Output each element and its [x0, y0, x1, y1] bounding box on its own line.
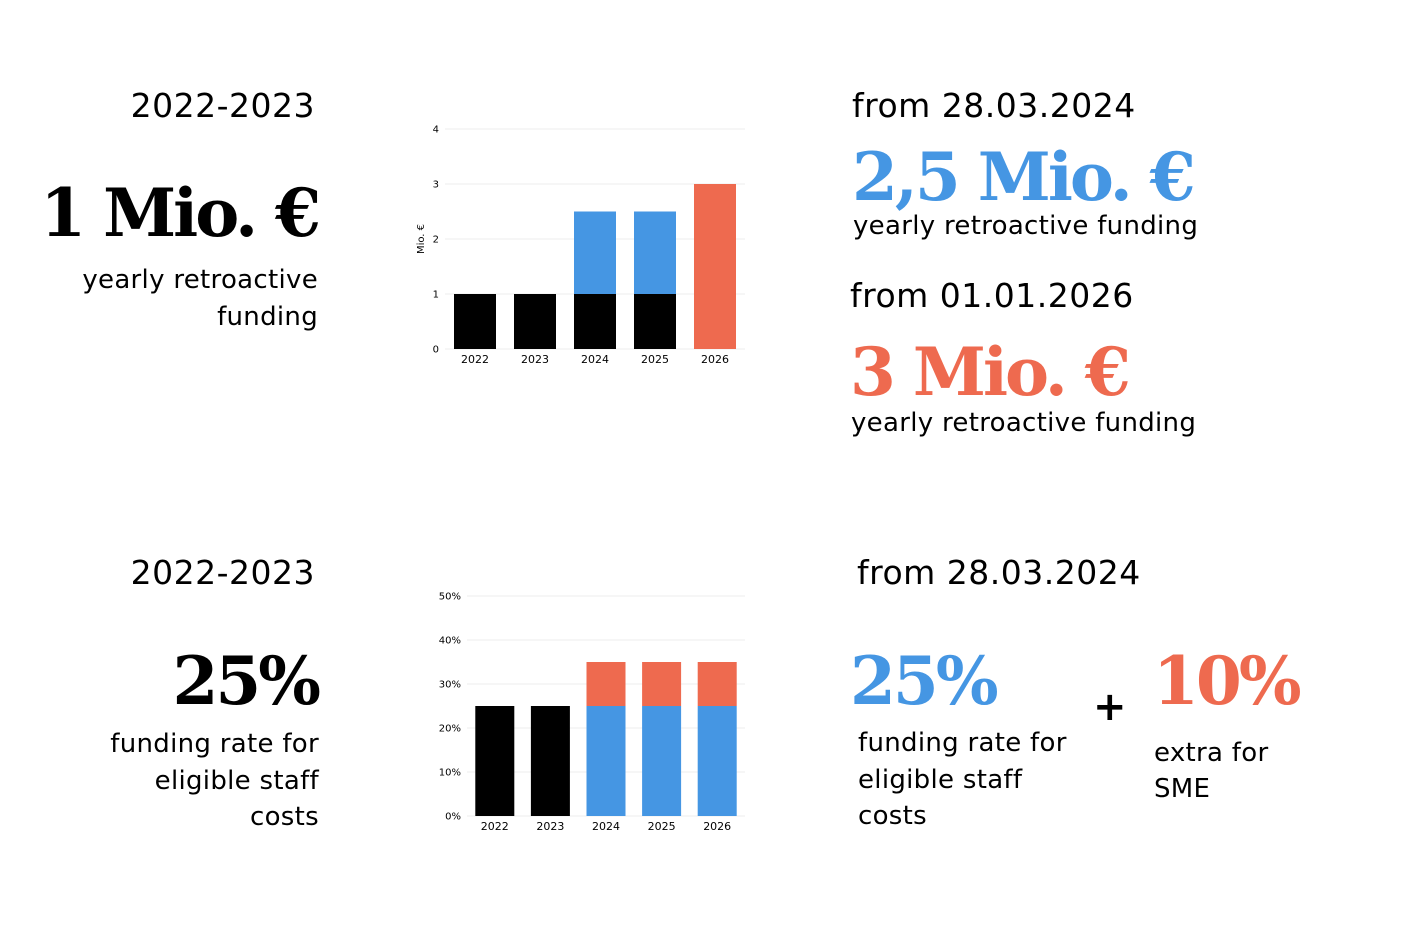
top-right-second-amount: 3 Mio. € — [850, 333, 1131, 411]
bottom-left-desc-line3: costs — [250, 802, 319, 832]
plus-sign: + — [1093, 684, 1127, 730]
bar-segment — [574, 294, 616, 349]
bar-segment — [514, 294, 556, 349]
bar-segment — [574, 211, 616, 294]
bottom-left-desc-line1: funding rate for — [110, 729, 319, 759]
y-axis-label: Mio. € — [416, 224, 427, 254]
y-tick-label: 50% — [439, 592, 461, 603]
bar-segment — [642, 706, 682, 816]
bottom-right-desc-line1: funding rate for — [858, 728, 1067, 758]
y-tick-label: 1 — [433, 290, 439, 301]
y-tick-label: 40% — [439, 636, 461, 647]
x-tick-label: 2024 — [581, 353, 609, 366]
bar-segment — [642, 662, 682, 706]
y-tick-label: 20% — [439, 724, 461, 735]
bar-segment — [586, 662, 626, 706]
y-tick-label: 2 — [433, 235, 439, 246]
top-left-amount: 1 Mio. € — [40, 174, 321, 252]
bottom-left-desc-line2: eligible staff — [154, 766, 319, 796]
x-tick-label: 2024 — [592, 820, 620, 833]
y-tick-label: 3 — [433, 180, 439, 191]
x-tick-label: 2025 — [641, 353, 669, 366]
y-tick-label: 0 — [433, 345, 439, 356]
bar-segment — [475, 706, 515, 816]
x-tick-label: 2025 — [648, 820, 676, 833]
top-right-first-amount: 2,5 Mio. € — [852, 138, 1196, 216]
funding-amount-chart: 0 1 2 3 4 Mio. € 2022 2023 2024 2025 2026 — [416, 125, 745, 366]
funding-rate-chart: 0% 10% 20% 30% 40% 50% 2022 2023 2024 2025 2026 — [439, 592, 745, 833]
bar-segment — [697, 706, 737, 816]
bar-segment — [634, 211, 676, 294]
y-tick-label: 0% — [445, 812, 461, 823]
y-tick-label: 30% — [439, 680, 461, 691]
top-right-second-desc: yearly retroactive funding — [851, 408, 1197, 438]
y-tick-label: 10% — [439, 768, 461, 779]
bottom-right-extra-line2: SME — [1154, 774, 1211, 804]
x-tick-label: 2022 — [461, 353, 489, 366]
bottom-right-extra-line1: extra for — [1154, 738, 1269, 768]
x-tick-label: 2026 — [703, 820, 731, 833]
x-tick-label: 2022 — [481, 820, 509, 833]
bar-segment — [634, 294, 676, 349]
top-left-desc-line1: yearly retroactive — [82, 265, 318, 295]
bottom-right-rate: 25% — [850, 642, 999, 720]
bottom-right-extra-rate: 10% — [1153, 642, 1302, 720]
x-tick-label: 2023 — [536, 820, 564, 833]
bar-segment — [586, 706, 626, 816]
bar-segment — [697, 662, 737, 706]
bottom-right-period: from 28.03.2024 — [857, 553, 1141, 592]
bottom-right-desc-line3: costs — [858, 801, 927, 831]
bar-segment — [530, 706, 570, 816]
bottom-right-desc-line2: eligible staff — [858, 765, 1023, 795]
bar-segment — [454, 294, 496, 349]
y-tick-label: 4 — [433, 125, 439, 136]
top-right-first-period: from 28.03.2024 — [852, 86, 1136, 125]
bottom-left-period: 2022-2023 — [130, 553, 315, 592]
x-tick-label: 2023 — [521, 353, 549, 366]
bar-segment — [694, 184, 736, 349]
bottom-left-rate: 25% — [172, 642, 321, 720]
top-right-second-period: from 01.01.2026 — [850, 276, 1134, 315]
x-tick-label: 2026 — [701, 353, 729, 366]
top-right-first-desc: yearly retroactive funding — [853, 211, 1199, 241]
top-left-period: 2022-2023 — [130, 86, 315, 125]
top-left-desc-line2: funding — [217, 302, 318, 332]
